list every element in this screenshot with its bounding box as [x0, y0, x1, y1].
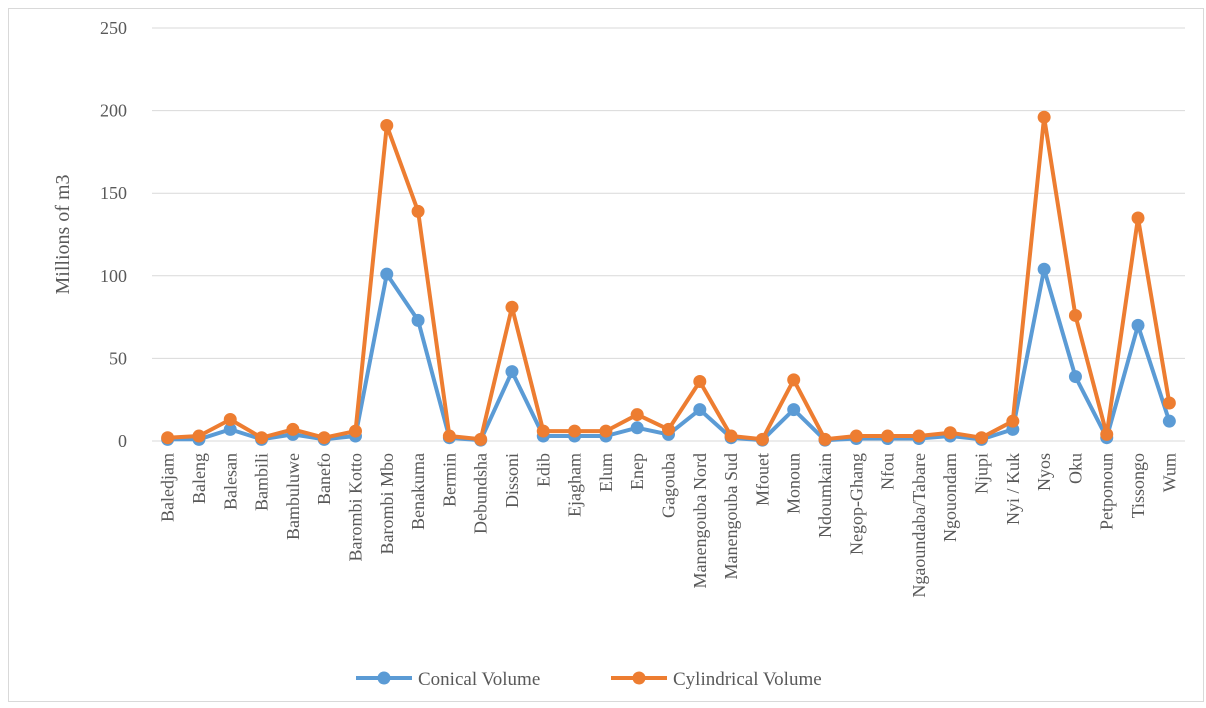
data-point	[630, 408, 644, 422]
data-point	[192, 429, 206, 443]
data-point	[505, 365, 519, 379]
x-tick-label: Barombi Kotto	[345, 453, 365, 562]
series-0	[161, 262, 1176, 447]
x-tick-label: Monoun	[784, 453, 804, 514]
data-point	[442, 429, 456, 443]
data-point	[1131, 318, 1145, 332]
data-point	[599, 424, 613, 438]
data-point	[223, 422, 237, 436]
data-point	[317, 431, 331, 445]
y-axis-label: Millions of m3	[52, 174, 74, 294]
legend-swatch-marker	[632, 671, 646, 685]
x-tick-label: Nyos	[1034, 453, 1054, 491]
data-point	[1037, 110, 1051, 124]
x-tick-label: Manengouba Sud	[721, 453, 741, 579]
y-tick-label: 100	[100, 266, 127, 286]
data-point	[912, 429, 926, 443]
x-tick-label: Benakuma	[408, 453, 428, 530]
legend-swatch-marker	[377, 671, 391, 685]
x-tick-label: Elum	[596, 453, 616, 492]
x-tick-label: Oku	[1065, 453, 1085, 484]
x-tick-label: Negop-Ghang	[846, 453, 866, 555]
data-point	[474, 432, 488, 446]
data-point	[755, 432, 769, 446]
data-point	[286, 422, 300, 436]
data-point	[380, 118, 394, 132]
x-tick-label: Ngouondam	[940, 453, 960, 542]
x-tick-label: Ndoumkain	[815, 453, 835, 538]
data-point	[630, 421, 644, 435]
x-tick-label: Bambuluwe	[283, 453, 303, 540]
data-point	[348, 424, 362, 438]
gridlines	[152, 27, 1185, 442]
data-point	[1100, 427, 1114, 441]
x-tick-label: Banefo	[314, 453, 334, 505]
y-tick-label: 50	[109, 348, 127, 368]
data-point	[787, 403, 801, 417]
y-tick-label: 250	[100, 18, 127, 38]
data-point	[411, 313, 425, 327]
y-tick-labels: 0 50 100 150 200 250	[100, 18, 127, 451]
data-point	[975, 431, 989, 445]
x-tick-label: Barombi Mbo	[377, 453, 397, 555]
x-tick-label: Ngaoundaba/Tabare	[909, 453, 929, 598]
data-point	[1068, 370, 1082, 384]
x-tick-label: Baledjam	[158, 453, 178, 522]
x-tick-label: Enep	[627, 453, 647, 490]
x-tick-label: Baleng	[189, 453, 209, 504]
data-point	[787, 373, 801, 387]
x-tick-label: Mfouet	[752, 453, 772, 506]
data-point	[1162, 414, 1176, 428]
x-tick-label: Balesan	[220, 453, 240, 510]
x-tick-label: Dissoni	[502, 453, 522, 508]
x-tick-label: Ejagham	[565, 453, 585, 517]
data-point	[724, 429, 738, 443]
data-point	[223, 413, 237, 427]
data-point	[568, 424, 582, 438]
legend-item: Conical Volume	[356, 669, 540, 690]
data-point	[1131, 211, 1145, 225]
x-tick-label: Nfou	[878, 453, 898, 490]
data-point	[505, 300, 519, 314]
data-point	[693, 403, 707, 417]
x-tick-label: Debundsha	[471, 453, 491, 534]
data-point	[411, 204, 425, 218]
data-point	[662, 422, 675, 436]
data-point	[818, 432, 832, 446]
x-tick-label: Wum	[1159, 453, 1179, 492]
data-point	[536, 424, 550, 438]
data-point	[881, 429, 895, 443]
x-tick-label: Nyi / Kuk	[1003, 453, 1023, 525]
series-group	[161, 110, 1176, 447]
legend-item: Cylindrical Volume	[611, 669, 822, 690]
data-point	[849, 429, 863, 443]
y-tick-label: 0	[118, 431, 127, 451]
data-point	[1006, 414, 1020, 428]
legend: Conical Volume Cylindrical Volume	[356, 669, 822, 690]
series-1	[161, 110, 1176, 446]
legend-label: Cylindrical Volume	[673, 669, 822, 690]
x-tick-label: Njupi	[972, 453, 992, 494]
data-point	[161, 431, 175, 445]
legend-label: Conical Volume	[418, 669, 540, 690]
chart-frame: 0 50 100 150 200 250 Millions of m3 Baledjam B…	[8, 8, 1204, 702]
x-tick-label: Tissongo	[1128, 453, 1148, 518]
x-tick-label: Bambili	[252, 453, 272, 511]
data-point	[1068, 308, 1082, 322]
y-tick-label: 200	[100, 101, 127, 121]
data-point	[255, 431, 269, 445]
data-point	[380, 267, 394, 281]
data-point	[1162, 396, 1176, 410]
data-point	[1037, 262, 1051, 276]
x-tick-label: Gagouba	[659, 453, 679, 518]
x-tick-label: Petponoun	[1097, 453, 1117, 530]
y-tick-label: 150	[100, 183, 127, 203]
x-tick-label: Bermin	[439, 453, 459, 507]
x-tick-label: Manengouba Nord	[690, 453, 710, 588]
data-point	[943, 426, 957, 440]
x-tick-labels: Baledjam Baleng Balesan Bambili Bambuluwe Ban…	[158, 453, 1180, 598]
x-tick-label: Edib	[533, 453, 553, 487]
data-point	[693, 375, 707, 389]
